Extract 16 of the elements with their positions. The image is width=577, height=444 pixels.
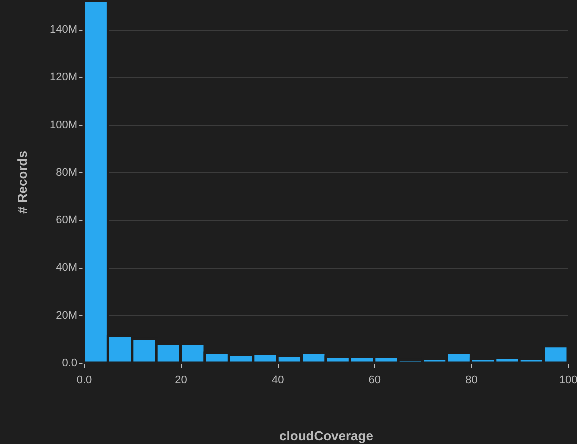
y-tick-label: 0.0 (62, 358, 78, 370)
x-tick-label: 40 (272, 374, 284, 386)
x-tick-label: 0.0 (76, 374, 92, 386)
x-tick-label: 100 (559, 374, 577, 386)
y-tick-label: 40M (56, 262, 78, 274)
y-tick-label: 120M (50, 72, 78, 84)
y-tick-label: 80M (56, 166, 78, 179)
y-tick-label: 140M (50, 24, 78, 36)
y-axis-title: # Records (14, 151, 30, 214)
x-tick-label: 20 (175, 374, 188, 386)
x-tick-label: 60 (368, 374, 382, 386)
y-tick-label: 20M (56, 310, 78, 322)
y-tick-label: 60M (56, 214, 78, 227)
x-tick-label: 80 (466, 374, 478, 386)
y-tick-label: 100M (50, 119, 78, 132)
x-axis-title: cloudCoverage (280, 428, 374, 444)
